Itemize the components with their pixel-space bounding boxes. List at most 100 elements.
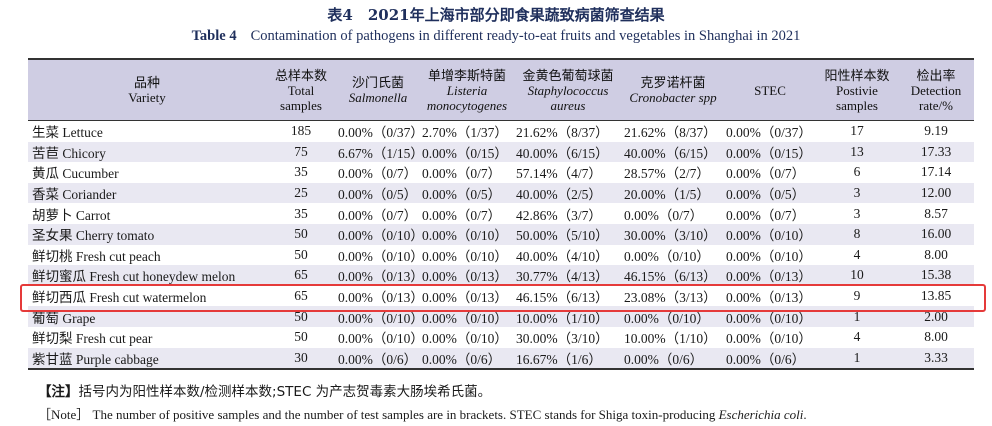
cell-rate: 8.57 [924,205,948,221]
cell-crono: 0.00%（0/10） [624,248,710,264]
table-row: 葡萄 Grape 50 0.00%（0/10） 0.00%（0/10） 10.00%（1… [28,306,974,327]
header-en: Staphylococcus aureus [527,82,609,113]
note-cn-label: 【注】 [38,384,79,400]
cell-crono: 40.00%（6/15） [624,145,717,161]
header-cronobacter: 克罗诺杆菌 Cronobacter spp [622,58,724,121]
cell-positive: 10 [850,267,864,283]
cell-crono: 0.00%（0/6） [622,347,724,371]
header-en: Salmonella [348,90,408,105]
cell-rate: 15.38 [920,267,952,283]
cell-listeria: 0.00%（0/10） [422,228,508,244]
table-caption-cn: 表4 2021年上海市部分即食果蔬致病菌筛查结果 [327,6,665,24]
table-row: 鲜切蜜瓜 Fresh cut honeydew melon 65 0.00%（0/1… [28,265,974,286]
cell-variety: 黄瓜 Cucumber [32,166,119,182]
cell-variety: 胡萝卜 Carrot [32,207,111,223]
cell-crono: 0.00%（0/10） [624,310,710,326]
cell-salmonella: 0.00%（0/10） [338,228,424,244]
cell-salmonella: 0.00%（0/10） [338,310,424,326]
cell-staph: 21.62%（8/37） [516,125,609,141]
header-staphylococcus: 金黄色葡萄球菌 Staphylococcus aureus [514,58,622,121]
cell-total: 50 [294,226,308,242]
cell-positive: 17 [850,123,864,139]
cell-staph: 40.00%（2/5） [516,187,602,203]
cell-positive: 3 [853,185,861,201]
cell-rate: 16.00 [920,226,952,242]
note-en-italic: Escherichia coli [718,407,804,422]
cell-total: 30 [266,347,336,371]
table-row: 鲜切桃 Fresh cut peach 50 0.00%（0/10） 0.00%（0/… [28,244,974,266]
table-row: 胡萝卜 Carrot 35 0.00%（0/7） 0.00%（0/7） 42.86%（3… [28,203,974,224]
cell-staph: 16.67%（1/6） [514,347,622,371]
table-row: 鲜切梨 Fresh cut pear 50 0.00%（0/10） 0.00%（0/1… [28,326,974,348]
cell-salmonella: 0.00%（0/5） [338,187,418,203]
cell-total: 50 [294,246,308,262]
header-detection-rate: 检出率 Detection rate/% [898,58,974,121]
header-en: Detection rate/% [910,82,962,113]
cell-listeria: 0.00%（0/7） [422,166,502,182]
cell-listeria: 0.00%（0/13） [422,290,508,306]
cell-variety: 圣女果 Cherry tomato [32,228,155,244]
cell-rate: 17.14 [920,164,952,180]
cell-rate: 2.00 [924,308,948,324]
cell-listeria: 0.00%（0/5） [422,187,502,203]
cell-rate: 17.33 [920,143,952,159]
table-row: 鲜切西瓜 Fresh cut watermelon 65 0.00%（0/13） 0.… [28,285,974,307]
header-salmonella: 沙门氏菌 Salmonella [336,58,420,121]
cell-positive: 1 [853,308,861,324]
cell-crono: 46.15%（6/13） [624,269,717,285]
table-row: 香菜 Coriander 25 0.00%（0/5） 0.00%（0/5） 40.00%… [28,182,974,204]
cell-stec: 0.00%（0/10） [726,248,812,264]
cell-positive: 13 [850,143,864,159]
cell-listeria: 0.00%（0/10） [422,331,508,347]
cell-positive: 6 [853,164,861,180]
cell-listeria: 0.00%（0/15） [422,145,508,161]
table-row: 生菜 Lettuce 185 0.00%（0/37） 2.70%（1/37） 21.62… [28,120,974,142]
cell-staph: 40.00%（4/10） [516,248,609,264]
cell-stec: 0.00%（0/15） [726,145,812,161]
header-en: Cronobacter spp [629,90,717,105]
header-en: Variety [128,90,166,105]
cell-stec: 0.00%（0/13） [726,269,812,285]
header-listeria: 单增李斯特菌 Listeria monocytogenes [420,58,514,121]
header-stec: STEC [724,58,816,121]
cell-variety: 生菜 Lettuce [32,125,103,141]
table-body: 生菜 Lettuce 185 0.00%（0/37） 2.70%（1/37） 21.62… [28,120,974,371]
table-caption-text: Contamination of pathogens in different … [250,28,801,44]
cell-listeria: 0.00%（0/13） [422,269,508,285]
cell-salmonella: 0.00%（0/10） [338,331,424,347]
cell-crono: 10.00%（1/10） [624,331,717,347]
cell-positive: 3 [853,205,861,221]
cell-crono: 28.57%（2/7） [624,166,710,182]
header-cn: 检出率 [916,67,956,83]
cell-stec: 0.00%（0/7） [726,166,806,182]
cell-rate: 8.00 [924,246,948,262]
cell-rate: 9.19 [924,123,948,139]
cell-rate: 3.33 [898,347,974,371]
table-row: 圣女果 Cherry tomato 50 0.00%（0/10） 0.00%（0/10… [28,223,974,245]
cell-staph: 30.00%（3/10） [516,331,609,347]
note-en: ［Note］ The number of positive samples an… [38,404,807,423]
cell-staph: 50.00%（5/10） [516,228,609,244]
cell-salmonella: 0.00%（0/13） [338,269,424,285]
cell-stec: 0.00%（0/37） [726,125,812,141]
cell-rate: 12.00 [920,185,952,201]
cell-crono: 20.00%（1/5） [624,187,710,203]
header-cn: 品种 [133,75,160,90]
note-cn-text: 括号内为阳性样本数/检测样本数;STEC 为产志贺毒素大肠埃希氏菌。 [78,384,492,400]
table-row: 苦苣 Chicory 75 6.67%（1/15） 0.00%（0/15） 40.00%… [28,141,974,163]
cell-staph: 40.00%（6/15） [516,145,609,161]
cell-total: 65 [294,288,308,304]
header-row: 品种 Variety 总样本数 Total samples 沙门氏菌 Salmonella… [28,58,974,121]
table-row: 黄瓜 Cucumber 35 0.00%（0/7） 0.00%（0/7） 57.14%（… [28,162,974,183]
cell-listeria: 0.00%（0/10） [422,248,508,264]
cell-positive: 4 [853,329,861,345]
cell-total: 50 [294,308,308,324]
cell-variety: 鲜切梨 Fresh cut pear [32,331,153,347]
note-cn: 【注】括号内为阳性样本数/检测样本数;STEC 为产志贺毒素大肠埃希氏菌。 [38,380,491,400]
cell-listeria: 0.00%（0/10） [422,310,508,326]
cell-listeria: 0.00%（0/7） [422,207,502,223]
cell-variety: 苦苣 Chicory [32,145,106,161]
cell-stec: 0.00%（0/7） [726,207,806,223]
cell-positive: 9 [853,288,861,304]
cell-total: 25 [294,185,308,201]
